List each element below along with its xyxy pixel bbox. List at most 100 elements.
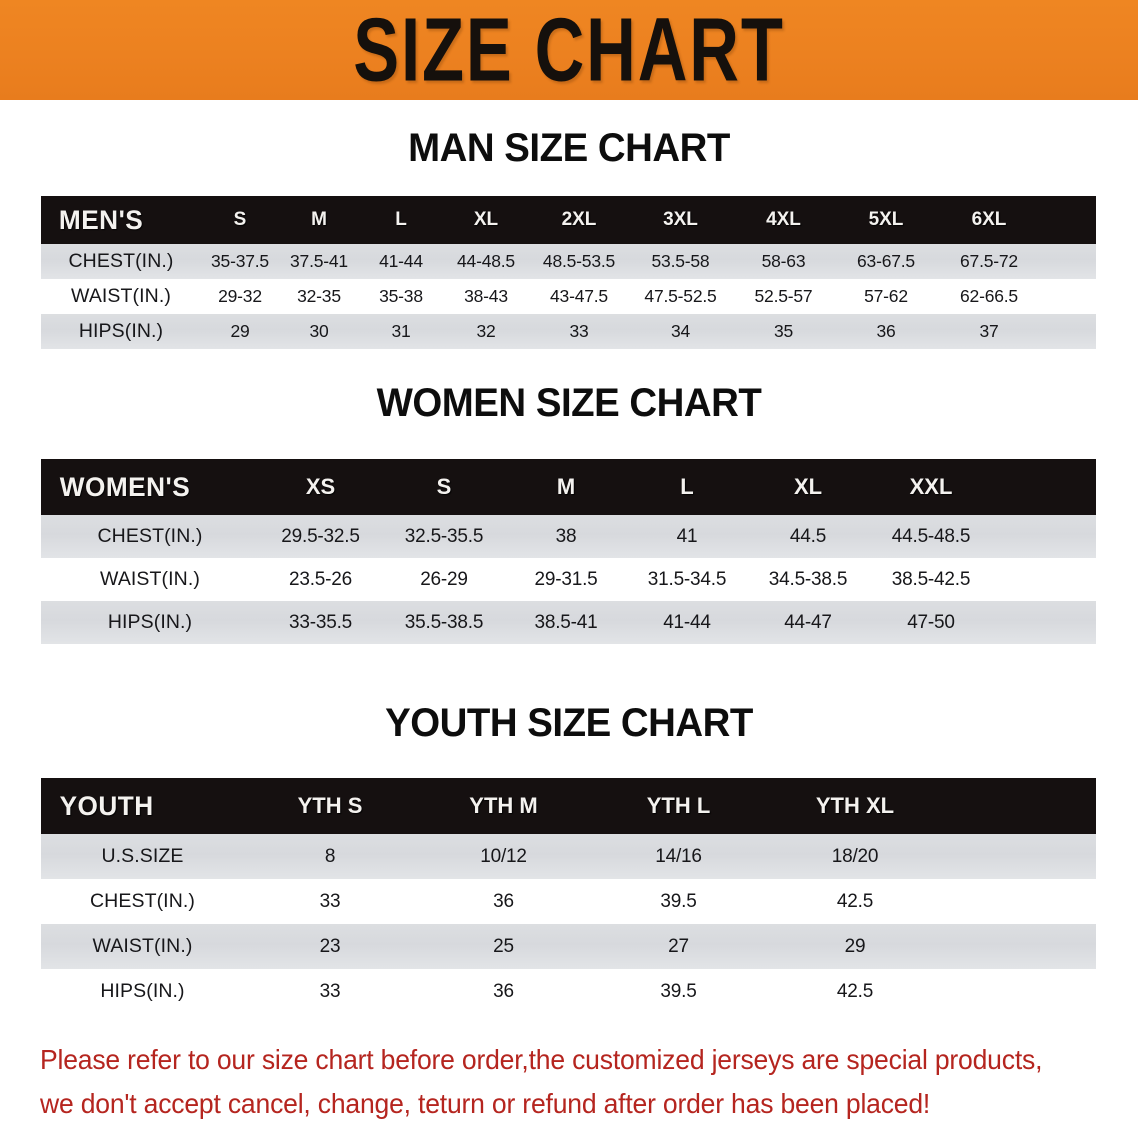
man-col-header-7: 5XL	[868, 209, 904, 230]
women-cell-1-3: 31.5-34.5	[647, 568, 727, 590]
women-section-title: WOMEN SIZE CHART	[376, 381, 762, 425]
man-cell-0-4: 48.5-53.5	[542, 251, 616, 271]
man-table-header-row: MEN'S S M L XL 2XL 3XL 4XL 5XL 6XL	[41, 196, 1096, 244]
man-cell-1-8: 62-66.5	[960, 286, 1018, 306]
women-cell-1-spacer	[994, 558, 1096, 601]
women-cell-2-3: 41-44	[663, 611, 711, 633]
youth-table-header-row: YOUTH YTH S YTH M YTH L YTH XL	[41, 778, 1096, 834]
disclaimer-line-1: Please refer to our size chart before or…	[40, 1044, 1043, 1075]
man-col-header-spacer	[1041, 196, 1096, 244]
man-row-label-1: WAIST(IN.)	[71, 285, 171, 307]
man-col-header-5: 3XL	[663, 209, 698, 230]
man-corner-label: MEN'S	[58, 204, 144, 235]
youth-cell-1-0: 33	[319, 890, 341, 912]
women-table-header-row: WOMEN'S XS S M L XL XXL	[41, 459, 1096, 515]
table-row: HIPS(IN.) 33 36 39.5 42.5	[41, 969, 1096, 1014]
youth-cell-1-1: 36	[493, 890, 514, 912]
women-cell-0-3: 41	[676, 525, 698, 547]
women-col-header-spacer	[994, 459, 1096, 515]
man-cell-0-6: 58-63	[761, 251, 806, 271]
man-cell-2-spacer	[1041, 314, 1096, 349]
women-cell-1-2: 29-31.5	[534, 568, 598, 590]
page-banner: SIZE CHART	[0, 0, 1138, 100]
man-col-header-3: XL	[473, 209, 499, 230]
man-col-header-1: M	[311, 209, 327, 230]
youth-cell-3-2: 39.5	[660, 980, 697, 1002]
women-cell-2-0: 33-35.5	[288, 611, 353, 633]
women-col-header-5: XXL	[909, 474, 953, 499]
man-col-header-8: 6XL	[971, 209, 1007, 230]
man-row-label-2: HIPS(IN.)	[78, 320, 164, 342]
man-cell-2-1: 30	[309, 321, 329, 341]
man-cell-0-5: 53.5-58	[651, 251, 710, 271]
table-row: CHEST(IN.) 29.5-32.5 32.5-35.5 38 41 44.…	[41, 515, 1096, 558]
youth-cell-3-0: 33	[319, 980, 341, 1002]
disclaimer-text: Please refer to our size chart before or…	[40, 1038, 1065, 1126]
man-cell-0-8: 67.5-72	[960, 251, 1018, 271]
youth-cell-0-spacer	[944, 834, 1096, 879]
women-corner-label: WOMEN'S	[59, 471, 191, 502]
women-cell-1-1: 26-29	[420, 568, 468, 590]
table-row: WAIST(IN.) 23.5-26 26-29 29-31.5 31.5-34…	[41, 558, 1096, 601]
youth-col-header-1: YTH M	[469, 793, 538, 818]
youth-cell-1-2: 39.5	[660, 890, 697, 912]
women-cell-0-2: 38	[555, 525, 577, 547]
table-row: HIPS(IN.) 33-35.5 35.5-38.5 38.5-41 41-4…	[41, 601, 1096, 644]
man-row-label-0: CHEST(IN.)	[68, 250, 174, 272]
women-cell-2-1: 35.5-38.5	[404, 611, 484, 633]
women-cell-0-1: 32.5-35.5	[404, 525, 484, 547]
banner-title: SIZE CHART	[353, 0, 785, 100]
man-cell-0-7: 63-67.5	[857, 251, 915, 271]
man-cell-1-4: 43-47.5	[550, 286, 608, 306]
youth-cell-3-spacer	[944, 969, 1096, 1014]
table-row: CHEST(IN.) 35-37.5 37.5-41 41-44 44-48.5…	[41, 244, 1096, 279]
youth-size-table: YOUTH YTH S YTH M YTH L YTH XL U.S.SIZE …	[41, 778, 1096, 1014]
man-cell-2-2: 31	[391, 321, 411, 341]
man-cell-0-0: 35-37.5	[211, 251, 269, 271]
women-cell-1-0: 23.5-26	[288, 568, 353, 590]
youth-col-header-2: YTH L	[646, 793, 711, 818]
man-cell-1-0: 29-32	[218, 286, 262, 306]
women-cell-2-spacer	[994, 601, 1096, 644]
women-cell-0-0: 29.5-32.5	[281, 525, 360, 547]
women-cell-2-4: 44-47	[784, 611, 832, 633]
man-cell-1-3: 38-43	[464, 286, 508, 306]
man-cell-0-spacer	[1041, 244, 1096, 279]
man-cell-1-1: 32-35	[297, 286, 341, 306]
women-col-header-1: S	[436, 474, 452, 499]
women-col-header-2: M	[556, 474, 576, 499]
women-size-table: WOMEN'S XS S M L XL XXL CHEST(IN.) 29.5-…	[41, 459, 1096, 644]
youth-cell-2-3: 29	[844, 935, 866, 957]
women-col-header-4: XL	[793, 474, 823, 499]
man-cell-2-6: 35	[773, 321, 794, 341]
man-cell-1-spacer	[1041, 279, 1096, 314]
table-row: HIPS(IN.) 29 30 31 32 33 34 35 36 37	[41, 314, 1096, 349]
table-row: CHEST(IN.) 33 36 39.5 42.5	[41, 879, 1096, 924]
youth-cell-1-3: 42.5	[836, 890, 874, 912]
man-cell-1-6: 52.5-57	[754, 286, 813, 306]
man-cell-0-2: 41-44	[379, 251, 423, 271]
youth-cell-1-spacer	[944, 879, 1096, 924]
man-col-header-4: 2XL	[561, 209, 597, 230]
man-cell-0-3: 44-48.5	[457, 251, 515, 271]
youth-cell-3-1: 36	[493, 980, 514, 1002]
youth-cell-3-3: 42.5	[836, 980, 874, 1002]
man-cell-2-4: 33	[569, 321, 589, 341]
youth-col-header-3: YTH XL	[815, 793, 895, 818]
man-cell-1-7: 57-62	[864, 286, 908, 306]
youth-cell-0-0: 8	[324, 845, 336, 867]
women-cell-1-4: 34.5-38.5	[768, 568, 848, 590]
man-cell-2-5: 34	[670, 321, 691, 341]
youth-col-header-spacer	[944, 778, 1096, 834]
table-row: WAIST(IN.) 23 25 27 29	[41, 924, 1096, 969]
man-cell-2-3: 32	[476, 321, 496, 341]
man-col-header-2: L	[395, 209, 407, 230]
women-row-label-0: CHEST(IN.)	[97, 525, 203, 547]
women-cell-2-2: 38.5-41	[534, 611, 598, 633]
youth-cell-0-3: 18/20	[831, 845, 879, 867]
youth-row-label-2: WAIST(IN.)	[92, 935, 193, 957]
man-cell-2-8: 37	[979, 321, 999, 341]
disclaimer-line-2: we don't accept cancel, change, teturn o…	[40, 1088, 931, 1119]
women-cell-0-5: 44.5-48.5	[891, 525, 971, 547]
youth-cell-2-2: 27	[668, 935, 689, 957]
